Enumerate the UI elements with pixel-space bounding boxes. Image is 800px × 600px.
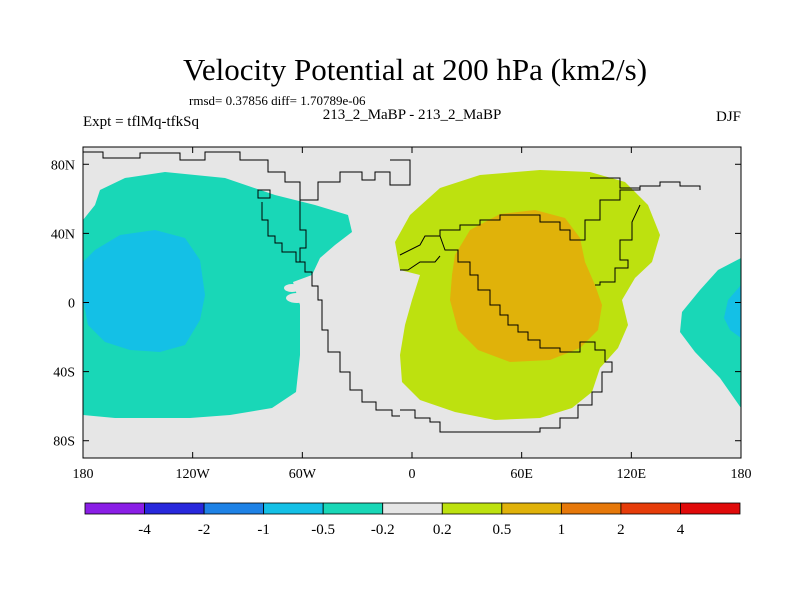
colorbar-label: 1	[558, 522, 566, 538]
y-tick-label: 80S	[53, 435, 75, 450]
contour-eastern-core	[450, 210, 602, 362]
colorbar-label: -0.5	[311, 522, 335, 538]
colorbar-swatch	[560, 502, 622, 515]
colorbar-swatch	[84, 502, 145, 515]
colorbar-swatch	[501, 502, 562, 515]
colorbar-swatch	[144, 502, 205, 515]
colorbar-swatch	[203, 502, 265, 515]
x-tick-label: 60E	[510, 467, 533, 482]
contour-dateline-core	[724, 285, 741, 338]
x-tick-label: 180	[731, 467, 752, 482]
right-label: DJF	[716, 109, 741, 125]
left-label: Expt = tflMq-tfkSq	[83, 114, 199, 130]
colorbar-swatch	[680, 502, 741, 515]
colorbar-label: -0.2	[371, 522, 395, 538]
colorbar-label: 0.2	[433, 522, 452, 538]
colorbar-swatch	[322, 502, 384, 515]
colorbar-swatch	[441, 502, 503, 515]
x-tick-label: 60W	[289, 467, 317, 482]
colorbar-label: -1	[257, 522, 270, 538]
colorbar-label: 4	[677, 522, 685, 538]
map-panel	[83, 147, 741, 458]
continent-outline-america	[83, 147, 411, 417]
colorbar-swatch	[263, 502, 324, 515]
x-tick-label: 120E	[617, 467, 647, 482]
contour-gap-1	[284, 284, 300, 292]
chart-subtitle: rmsd= 0.37856 diff= 1.70789e-06	[189, 93, 366, 108]
colorbar-label: 2	[617, 522, 625, 538]
colorbar-label: -4	[138, 522, 151, 538]
contour-dateline-negative	[680, 258, 741, 408]
x-tick-label: 120W	[176, 467, 211, 482]
y-tick-label: 80N	[51, 158, 75, 173]
x-axis: 180 120W 60W 0 60E 120E 180	[73, 147, 752, 482]
continent-outline-eurasia	[399, 177, 701, 433]
colorbar-label: 0.5	[492, 522, 511, 538]
colorbar-swatch	[382, 502, 443, 515]
colorbar: -4 -2 -1 -0.5 -0.2 0.2 0.5 1 2 4	[84, 502, 741, 538]
x-tick-label: 180	[73, 467, 94, 482]
x-tick-label: 0	[409, 467, 416, 482]
colorbar-label: -2	[198, 522, 211, 538]
y-tick-label: 40N	[51, 227, 75, 242]
chart-title: Velocity Potential at 200 hPa (km2/s)	[183, 52, 647, 87]
y-tick-label: 40S	[53, 366, 75, 381]
colorbar-swatch	[620, 502, 681, 515]
center-label: 213_2_MaBP - 213_2_MaBP	[323, 107, 502, 123]
contour-western-core	[83, 230, 205, 352]
contour-gap-2	[286, 293, 308, 303]
y-axis: 80N 40N 0 40S 80S	[51, 158, 741, 450]
y-tick-label: 0	[68, 297, 75, 312]
